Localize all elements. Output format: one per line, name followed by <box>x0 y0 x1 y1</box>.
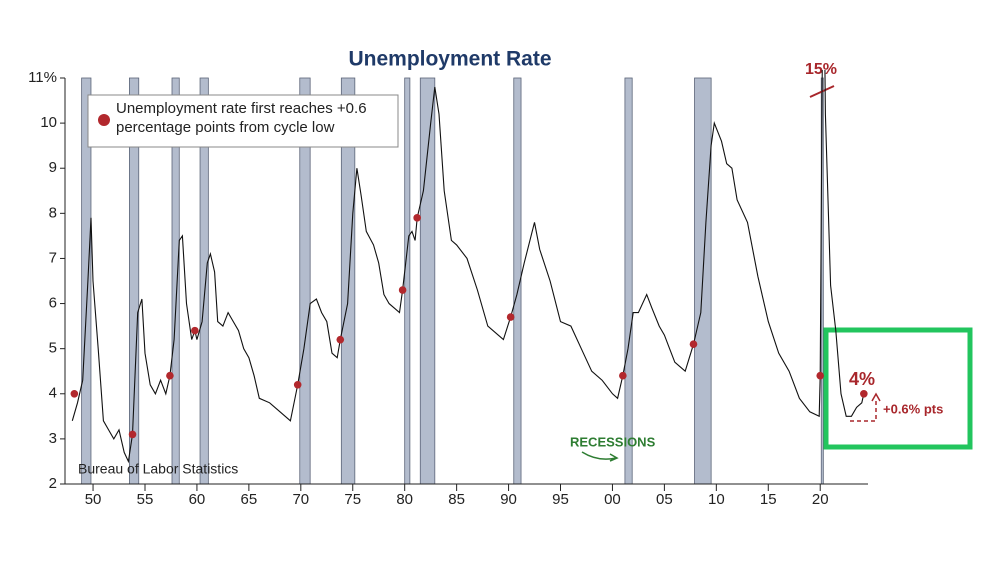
y-tick-label: 3 <box>49 430 57 447</box>
threshold-dot <box>413 214 421 222</box>
recessions-label: RECESSIONS <box>570 434 656 449</box>
recession-band <box>404 77 411 485</box>
annotation-peak: 15% <box>805 61 837 78</box>
x-tick-label: 85 <box>448 491 465 508</box>
threshold-dot <box>860 389 868 398</box>
threshold-dot <box>689 340 698 348</box>
recession-band <box>624 77 633 485</box>
threshold-dot <box>398 286 407 294</box>
rise-arrowhead <box>871 392 881 402</box>
source: Bureau of Labor Statistics <box>78 461 238 477</box>
threshold-dot <box>619 371 627 380</box>
threshold-dot <box>506 313 515 321</box>
y-tick-label: 8 <box>49 204 57 221</box>
legend-label: Unemployment rate first reaches +0.6 per… <box>116 100 367 136</box>
x-tick-label: 05 <box>656 491 673 508</box>
threshold-dot <box>128 430 137 439</box>
x-tick-label: 65 <box>241 491 258 508</box>
y-tick-label: 2 <box>49 475 57 492</box>
x-tick-label: 75 <box>344 491 361 508</box>
y-tick-label: 11% <box>28 69 57 86</box>
threshold-dot <box>293 380 302 389</box>
x-tick-label: 00 <box>604 491 621 508</box>
y-tick-label: 5 <box>49 340 57 357</box>
unemployment-line <box>71 70 865 464</box>
chart-title: Unemployment Rate <box>348 48 551 71</box>
threshold-dot <box>191 326 199 335</box>
y-tick-label: 4 <box>49 385 57 402</box>
annotation-current: 4% <box>849 369 875 389</box>
x-tick-label: 95 <box>552 491 569 508</box>
highlight-box <box>823 327 973 450</box>
threshold-dot <box>336 335 345 344</box>
y-tick-label: 6 <box>49 295 57 312</box>
legend-box <box>87 94 399 148</box>
y-tick-label: 7 <box>49 249 57 266</box>
x-tick-label: 90 <box>500 491 517 508</box>
y-tick-label: 9 <box>49 159 57 176</box>
threshold-dot <box>166 371 174 380</box>
recessions-arrowhead <box>609 453 619 462</box>
x-tick-label: 55 <box>137 491 154 508</box>
x-tick-label: 80 <box>396 491 413 508</box>
x-tick-label: 70 <box>292 491 309 508</box>
x-tick-label: 50 <box>85 491 102 508</box>
recessions-arrow <box>581 451 617 460</box>
recession-band <box>419 77 436 485</box>
x-tick-label: 15 <box>760 491 777 508</box>
x-tick-label: 60 <box>189 491 206 508</box>
x-tick-label: 10 <box>708 491 725 508</box>
threshold-dot <box>70 389 79 398</box>
x-tick-label: 20 <box>812 491 829 508</box>
y-tick-label: 10 <box>40 114 57 131</box>
rise-bracket <box>850 399 877 422</box>
legend-marker <box>98 114 110 126</box>
annotation-rise: +0.6% pts <box>883 401 943 416</box>
threshold-dot <box>816 371 825 380</box>
